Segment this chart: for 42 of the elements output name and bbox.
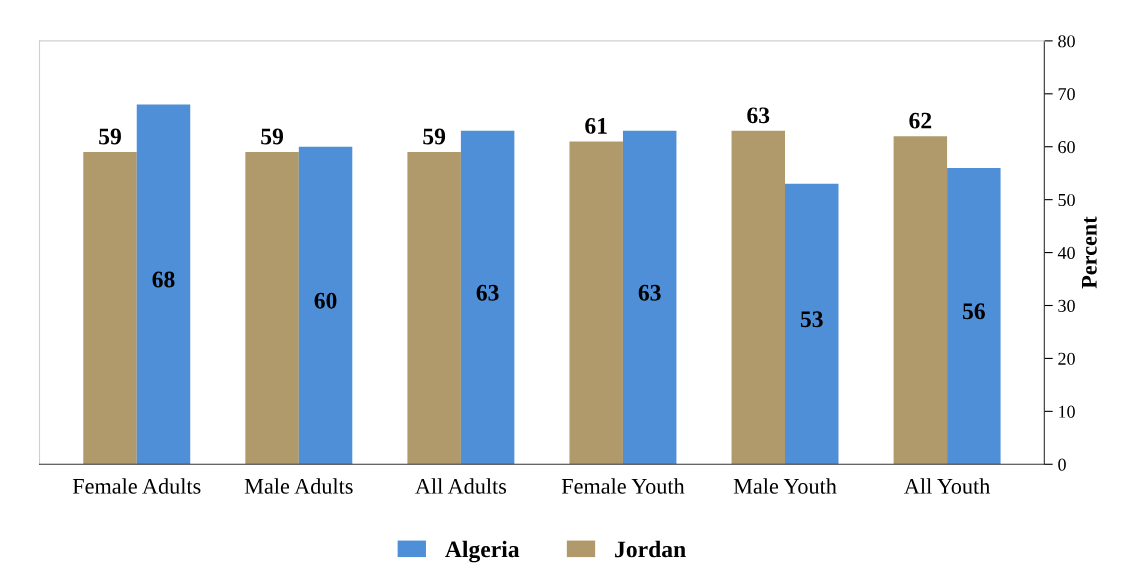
x-tick-label: Male Adults xyxy=(244,478,353,494)
bar xyxy=(569,141,623,465)
legend-label: Jordan xyxy=(615,540,686,558)
y-tick-label: 60 xyxy=(1058,140,1075,154)
y-tick-label: 80 xyxy=(1058,35,1075,48)
y-tick-label: 50 xyxy=(1058,193,1075,207)
y-tick-label: 30 xyxy=(1058,299,1075,312)
data-label: 63 xyxy=(638,284,661,301)
bar xyxy=(622,130,677,465)
x-tick-label: Female Youth xyxy=(561,478,685,494)
data-label: 56 xyxy=(962,303,985,320)
y-tick-label: 0 xyxy=(1058,458,1066,471)
y-axis-title: Percent xyxy=(1082,216,1097,289)
y-tick-label: 70 xyxy=(1058,88,1075,101)
bar xyxy=(245,152,299,465)
bar xyxy=(731,130,786,465)
data-label: 59 xyxy=(423,128,446,145)
bar xyxy=(298,146,353,465)
x-tick-label: Female Adults xyxy=(72,478,201,494)
legend-label: Algeria xyxy=(445,540,520,563)
x-tick-label: All Youth xyxy=(904,478,991,494)
bar xyxy=(136,104,191,465)
bar xyxy=(785,183,839,465)
bar xyxy=(407,152,461,465)
x-tick-label: All Adults xyxy=(415,478,507,494)
data-label: 68 xyxy=(152,271,175,288)
data-label: 61 xyxy=(585,118,607,134)
data-label: 63 xyxy=(747,107,770,124)
y-tick-label: 40 xyxy=(1057,246,1075,260)
x-tick-label: Male Youth xyxy=(733,478,837,494)
data-label: 59 xyxy=(99,128,121,145)
data-label: 63 xyxy=(476,284,499,301)
y-tick-label: 10 xyxy=(1059,405,1075,418)
bar xyxy=(460,130,515,465)
data-label: 60 xyxy=(314,292,337,309)
data-label: 62 xyxy=(909,112,932,129)
bar xyxy=(83,152,137,465)
bar xyxy=(947,167,1001,465)
data-label: 59 xyxy=(261,128,284,145)
data-label: 53 xyxy=(800,311,823,328)
y-tick-label: 20 xyxy=(1058,352,1075,365)
bar xyxy=(893,136,948,465)
